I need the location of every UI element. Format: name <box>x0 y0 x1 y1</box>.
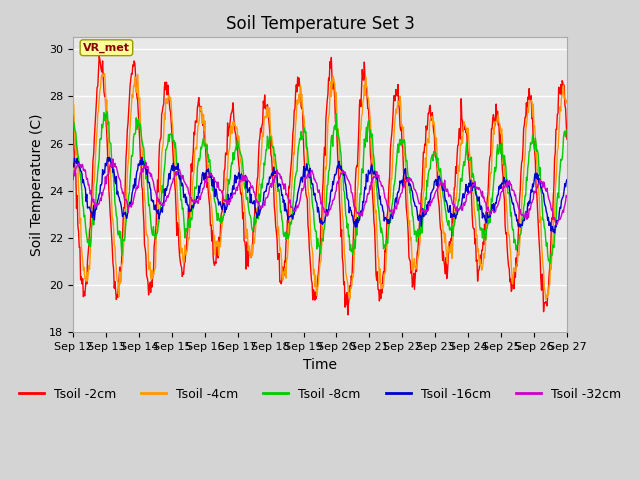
Legend: Tsoil -2cm, Tsoil -4cm, Tsoil -8cm, Tsoil -16cm, Tsoil -32cm: Tsoil -2cm, Tsoil -4cm, Tsoil -8cm, Tsoi… <box>14 383 626 406</box>
Text: VR_met: VR_met <box>83 43 130 53</box>
Title: Soil Temperature Set 3: Soil Temperature Set 3 <box>225 15 415 33</box>
X-axis label: Time: Time <box>303 358 337 372</box>
Y-axis label: Soil Temperature (C): Soil Temperature (C) <box>29 114 44 256</box>
